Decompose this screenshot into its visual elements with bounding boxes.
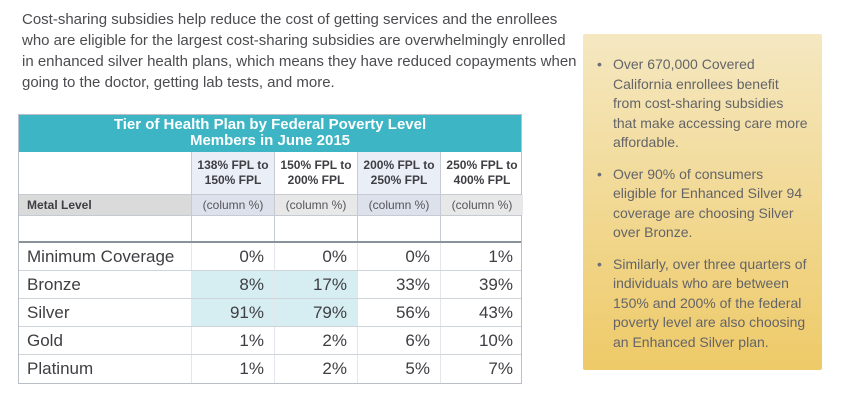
- header-corner-cell: [19, 152, 191, 194]
- column-header-250-400: 250% FPL to 400% FPL: [440, 152, 523, 194]
- table-body: Minimum Coverage 0% 0% 0% 1% Bronze 8% 17% 33% 39…: [19, 243, 521, 383]
- cell-platinum-col1: 2%: [274, 355, 357, 383]
- bullet-text: Over 90% of consumers eligible for Enhan…: [613, 165, 803, 241]
- table-subheader-row: Metal Level (column %) (column %) (colum…: [19, 195, 523, 216]
- cell-platinum-col2: 5%: [357, 355, 440, 383]
- bullet-item: • Over 670,000 Covered California enroll…: [597, 55, 816, 153]
- bullet-icon: •: [597, 165, 602, 182]
- table-title-line1: Tier of Health Plan by Federal Poverty L…: [113, 116, 427, 133]
- bullet-icon: •: [597, 255, 602, 272]
- row-label-platinum: Platinum: [27, 359, 94, 378]
- spacer-cell: [357, 216, 440, 241]
- table-header-row: 138% FPL to 150% FPL 150% FPL to 200% FP…: [19, 152, 521, 195]
- subheader-col1: (column %): [274, 195, 357, 215]
- column-header-138-150: 138% FPL to 150% FPL: [191, 152, 274, 194]
- table-row: Minimum Coverage 0% 0% 0% 1%: [19, 243, 521, 271]
- bullet-item: • Similarly, over three quarters of indi…: [597, 255, 816, 353]
- row-label-silver: Silver: [27, 302, 70, 322]
- spacer-cell: [191, 216, 274, 241]
- table-row: Bronze 8% 17% 33% 39%: [19, 271, 521, 299]
- cell-gold-col0: 1%: [191, 327, 274, 354]
- table-row: Gold 1% 2% 6% 10%: [19, 327, 521, 355]
- cell-silver-col0: 91%: [191, 299, 274, 326]
- cell-silver-col3: 43%: [440, 299, 523, 326]
- subheader-col2: (column %): [357, 195, 440, 215]
- cell-platinum-col0: 1%: [191, 355, 274, 383]
- cell-platinum-col3: 7%: [440, 355, 523, 383]
- sidebar-callout-box: • Over 670,000 Covered California enroll…: [583, 34, 822, 370]
- cell-bronze-col0: 8%: [191, 271, 274, 298]
- row-label-minimum-coverage: Minimum Coverage: [27, 246, 175, 266]
- cell-minimum-coverage-col3: 1%: [440, 243, 523, 270]
- spacer-cell: [440, 216, 523, 241]
- bullet-icon: •: [597, 56, 602, 72]
- table-row: Platinum 1% 2% 5% 7%: [19, 355, 521, 383]
- row-label-gold: Gold: [27, 330, 63, 350]
- bullet-item: • Over 90% of consumers eligible for Enh…: [597, 165, 816, 243]
- cell-gold-col2: 6%: [357, 327, 440, 354]
- cell-bronze-col2: 33%: [357, 271, 440, 298]
- bullet-text: Similarly, over three quarters of indivi…: [613, 255, 807, 350]
- fpl-table: Tier of Health Plan by Federal Poverty L…: [18, 114, 523, 384]
- cell-bronze-col3: 39%: [440, 271, 523, 298]
- cell-silver-col2: 56%: [357, 299, 440, 326]
- cell-bronze-col1: 17%: [274, 271, 357, 298]
- bullet-text: Over 670,000 Covered California enrollee…: [613, 56, 808, 150]
- subheader-col0: (column %): [191, 195, 274, 215]
- spacer-cell: [19, 216, 191, 241]
- table-title-line2: Members in June 2015: [189, 132, 351, 149]
- cell-minimum-coverage-col1: 0%: [274, 243, 357, 270]
- cell-gold-col3: 10%: [440, 327, 523, 354]
- row-label-bronze: Bronze: [27, 274, 81, 294]
- intro-paragraph: Cost-sharing subsidies help reduce the c…: [22, 11, 577, 91]
- spacer-cell: [274, 216, 357, 241]
- cell-silver-col1: 79%: [274, 299, 357, 326]
- cell-gold-col1: 2%: [274, 327, 357, 354]
- table-row: Silver 91% 79% 56% 43%: [19, 299, 521, 327]
- cell-minimum-coverage-col0: 0%: [191, 243, 274, 270]
- table-spacer-row: [19, 216, 521, 243]
- column-header-150-200: 150% FPL to 200% FPL: [274, 152, 357, 194]
- cell-minimum-coverage-col2: 0%: [357, 243, 440, 270]
- subheader-col3: (column %): [440, 195, 523, 215]
- table-title: Tier of Health Plan by Federal Poverty L…: [19, 115, 521, 152]
- metal-level-label: Metal Level: [19, 195, 191, 215]
- column-header-200-250: 200% FPL to 250% FPL: [357, 152, 440, 194]
